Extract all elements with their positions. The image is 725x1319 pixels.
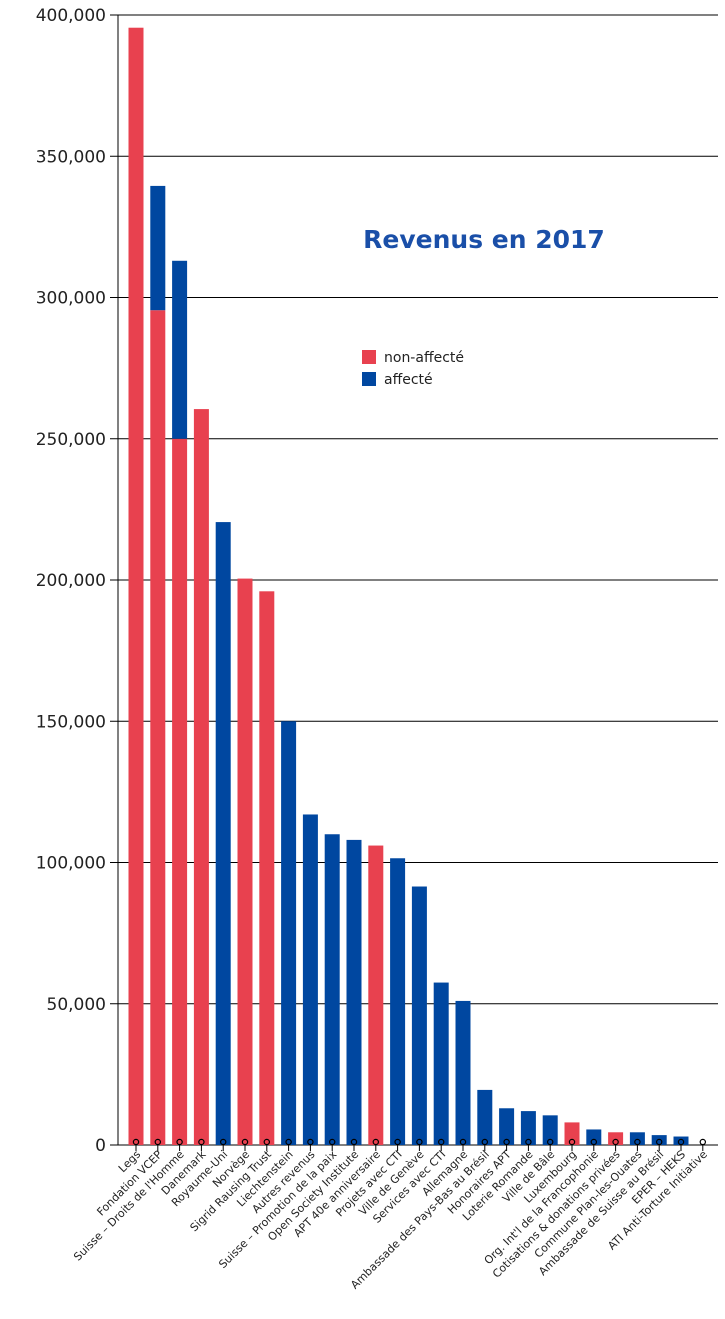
baseline-marker (503, 1138, 510, 1146)
bar-segment (150, 310, 166, 1145)
y-axis-ticks: 0 50,000 100,000 150,000 200,000 250,000 300,0… (36, 6, 106, 1156)
baseline-marker (656, 1138, 663, 1146)
bar-segment (564, 1122, 580, 1145)
bar-segment (346, 839, 362, 1145)
baseline-marker (285, 1138, 292, 1146)
bar-segment (520, 1111, 536, 1145)
y-tick-label: 300,000 (36, 289, 106, 309)
baseline-marker (307, 1138, 314, 1146)
baseline-marker (154, 1138, 161, 1146)
bar-segment (150, 185, 166, 311)
bar-segment (586, 1129, 602, 1145)
baseline-marker (176, 1138, 183, 1146)
legend-swatch (362, 350, 376, 364)
y-tick-label: 400,000 (36, 6, 106, 26)
bar-segment (499, 1108, 515, 1145)
bar-segment (390, 858, 406, 1145)
bar-segment (237, 578, 253, 1145)
bar-segment (128, 27, 144, 1145)
legend-label: affecté (384, 372, 433, 388)
baseline-marker (612, 1138, 619, 1146)
y-tick-label: 200,000 (36, 571, 106, 591)
bar-segment (172, 438, 188, 1145)
baseline-marker (198, 1138, 205, 1146)
baseline-marker (547, 1138, 554, 1146)
bar-segment (411, 886, 427, 1145)
baseline-marker (329, 1138, 336, 1146)
bar-segment (302, 814, 318, 1145)
baseline-marker (568, 1138, 576, 1146)
baseline-marker (394, 1138, 401, 1146)
legend-label: non-affecté (384, 350, 464, 366)
baseline-marker (699, 1138, 707, 1146)
y-tick-label: 100,000 (36, 854, 106, 874)
baseline-marker (241, 1138, 249, 1146)
baseline-marker (459, 1138, 467, 1146)
baseline-marker (590, 1138, 598, 1146)
bar-segment (368, 845, 384, 1145)
bar-segment (259, 591, 275, 1145)
baseline-marker (219, 1138, 227, 1146)
bar-segment (172, 260, 188, 439)
baseline-marker (263, 1138, 270, 1146)
baseline-marker (350, 1138, 358, 1146)
baseline-marker (481, 1138, 488, 1146)
bar-segment (215, 522, 231, 1145)
bar-segment (193, 409, 209, 1145)
baseline-marker (416, 1138, 423, 1146)
bar-segment (281, 721, 297, 1145)
legend-swatch (362, 372, 376, 386)
bar-segment (455, 1000, 471, 1145)
y-tick-label: 50,000 (47, 995, 106, 1015)
baseline-marker (372, 1138, 379, 1146)
baseline-markers (132, 1138, 707, 1151)
baseline-marker (677, 1138, 685, 1146)
bar-segment (608, 1132, 624, 1145)
baseline-marker (438, 1138, 445, 1146)
bars (128, 27, 689, 1145)
bar-segment (324, 834, 340, 1145)
y-tick-label: 250,000 (36, 430, 106, 450)
bar-segment (673, 1136, 689, 1145)
baseline-marker (132, 1138, 140, 1146)
y-tick-label: 150,000 (36, 712, 106, 732)
bar-segment (433, 982, 449, 1145)
chart-title: Revenus en 2017 (363, 225, 605, 254)
bar-segment (542, 1115, 558, 1145)
bar-segment (651, 1135, 667, 1145)
y-tick-label: 0 (95, 1136, 106, 1156)
bar-segment (477, 1089, 493, 1145)
y-tick-label: 350,000 (36, 147, 106, 167)
legend: non-affecté affecté (362, 350, 464, 388)
baseline-marker (525, 1138, 532, 1146)
baseline-marker (634, 1138, 641, 1146)
bar-segment (629, 1132, 645, 1145)
